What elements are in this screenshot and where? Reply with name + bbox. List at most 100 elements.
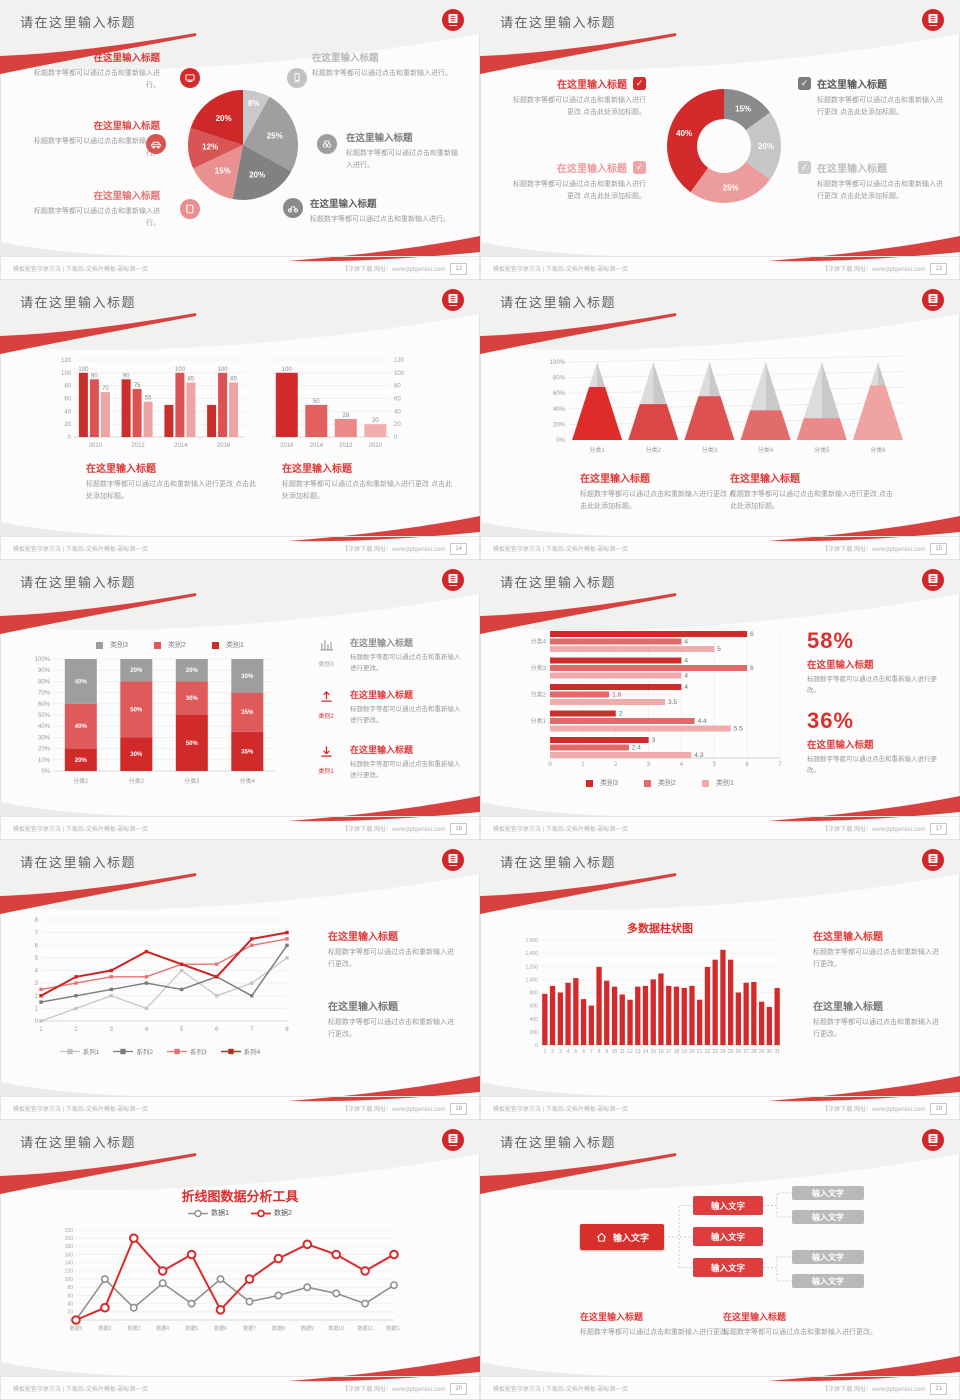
svg-text:14: 14 (643, 1049, 649, 1055)
slide-20-line-analysis-chart[interactable]: 请在这里输入标题 折线图数据分析工具 数据1 数据2 220 200 180 160 1… (0, 1120, 480, 1400)
svg-text:100: 100 (218, 367, 229, 373)
svg-text:4: 4 (684, 639, 688, 646)
svg-text:40: 40 (67, 1301, 73, 1307)
svg-text:25%: 25% (723, 183, 739, 192)
slide-17-horizontal-bar-chart[interactable]: 请在这里输入标题 0 1 2 3 4 5 6 7 分类4 6 4 5 分类3 4 6 4 分类2 4 1.8 3.5 分… (480, 560, 960, 840)
svg-text:2016: 2016 (217, 443, 231, 449)
footer-right-text: 【字体下载 网址：www.pptgenius.com (342, 1387, 446, 1393)
svg-text:0: 0 (394, 435, 398, 441)
text-block-2: 在这里输入标题 标题数字等都可以通过点击和重新输入进行更改。 (328, 998, 460, 1040)
svg-text:2010: 2010 (89, 443, 103, 449)
slide-12-pie-infographic[interactable]: 请在这里输入标题 在这里输入标题 标题数字等都可以通过点击和重新输入进行。 在这… (0, 0, 480, 280)
slide-footer: 模板配色字体方法 | 下载后-文档片模板-副标第一页 【字体下载 网址：www.… (0, 536, 480, 560)
legend-label: 系列1 (82, 1049, 100, 1056)
svg-text:13: 13 (635, 1049, 641, 1055)
book-icon (180, 199, 200, 219)
callout-body: 标题数字等都可以通过点击和重新输入进行。 (310, 216, 450, 223)
svg-text:0%: 0% (556, 438, 565, 444)
svg-text:20: 20 (67, 1310, 73, 1316)
svg-text:40%: 40% (75, 679, 88, 685)
block-body: 标题数字等都可以通过点击和重新输入进行更改。 (328, 1019, 454, 1038)
page-number: 16 (450, 822, 467, 835)
block-body: 标题数字等都可以通过点击和重新输入进行更改。 (723, 1329, 877, 1336)
svg-text:85: 85 (188, 377, 195, 383)
logo-icon (441, 848, 465, 872)
slide-16-stacked-bar-chart[interactable]: 请在这里输入标题 类别3 类别2 类别1 100% 90% 80% 70% 60% 50%… (0, 560, 480, 840)
svg-text:18: 18 (674, 1049, 680, 1055)
svg-text:数据3: 数据3 (127, 1325, 140, 1332)
svg-text:55: 55 (145, 396, 152, 402)
svg-text:15: 15 (651, 1049, 657, 1055)
item-title: 在这里输入标题 (350, 690, 414, 700)
svg-text:2.4: 2.4 (632, 745, 641, 752)
horizontal-bar-chart: 0 1 2 3 4 5 6 7 分类4 6 4 5 分类3 4 6 4 分类2 4 1.8 3.5 分类1 2 4.4 5.5… (531, 631, 782, 768)
logo-icon (921, 288, 945, 312)
slide-footer: 模板配色字体方法 | 下载后-文档片模板-副标第一页 【字体下载 网址：www.… (480, 256, 960, 280)
svg-text:27: 27 (743, 1049, 749, 1055)
text-block-1: 在这里输入标题 标题数字等都可以通过点击和重新输入进行更改。 (580, 1310, 740, 1339)
logo-icon (441, 1128, 465, 1152)
slide-title: 请在这里输入标题 (20, 1135, 137, 1150)
svg-text:20: 20 (64, 422, 71, 428)
home-icon (596, 1232, 607, 1242)
svg-text:7: 7 (250, 1027, 254, 1033)
slide-footer: 模板配色字体方法 | 下载后-文档片模板-副标第一页 【字体下载 网址：www.… (480, 536, 960, 560)
footer-left-text: 模板配色字体方法 | 下载后-文档片模板-副标第一页 (493, 1387, 628, 1393)
svg-text:数据7: 数据7 (243, 1325, 256, 1332)
chart-title: 折线图数据分析工具 (181, 1189, 299, 1204)
page-number: 13 (930, 262, 947, 275)
svg-text:1,200: 1,200 (525, 964, 538, 970)
slide-13-donut-infographic[interactable]: 请在这里输入标题 在这里输入标题 ✓ 标题数字等都可以通过点击和重新输入进行更改 … (480, 0, 960, 280)
slide-15-pyramid-chart[interactable]: 请在这里输入标题 100% 80% 60% 40% 20% 0% 分类1 分类2 分类3 分类4 分… (480, 280, 960, 560)
item-body: 标题数字等都可以通过点击和重新输入进行更改 点击此处添加标题。 (513, 97, 646, 116)
svg-text:2: 2 (35, 994, 39, 1000)
footer-right-text: 【字体下载 网址：www.pptgenius.com (342, 547, 446, 553)
callout-body: 标题数字等都可以通过点击和重新输入进行。 (312, 70, 452, 77)
svg-text:160: 160 (65, 1252, 74, 1258)
check-item-left-2: 在这里输入标题 ✓ 标题数字等都可以通过点击和重新输入进行更改 点击此处添加标题。 (508, 160, 646, 202)
svg-text:7: 7 (590, 1049, 593, 1055)
svg-text:28: 28 (342, 413, 349, 419)
svg-text:15%: 15% (735, 104, 751, 113)
svg-text:数据10: 数据10 (328, 1325, 344, 1332)
callout-title: 在这里输入标题 (346, 133, 413, 144)
stat-percent: 36% (807, 708, 855, 733)
svg-text:90: 90 (123, 373, 130, 379)
callout-title: 在这里输入标题 (93, 53, 160, 64)
svg-text:100: 100 (394, 371, 405, 377)
callout-left-2: 在这里输入标题 标题数字等都可以通过点击和重新输入进行。 (26, 118, 160, 159)
svg-text:分类1: 分类1 (73, 777, 89, 785)
item-title: 在这里输入标题 (557, 80, 627, 91)
svg-text:17: 17 (666, 1049, 672, 1055)
svg-text:5: 5 (717, 646, 721, 653)
slide-19-multi-data-bar-chart[interactable]: 请在这里输入标题 多数据柱状图 1,600 1,400 1,200 1,000 800 6… (480, 840, 960, 1120)
legend-label: 系列3 (190, 1049, 207, 1056)
svg-text:20%: 20% (130, 668, 143, 674)
svg-text:6: 6 (750, 665, 754, 672)
callout-body: 标题数字等都可以通过点击和重新输入进行。 (34, 70, 160, 89)
callout-left-1: 在这里输入标题 标题数字等都可以通过点击和重新输入进行。 (26, 50, 160, 91)
item-body: 标题数字等都可以通过点击和重新输入进行更改。 (350, 706, 461, 724)
callout-body: 标题数字等都可以通过点击和重新输入进行。 (34, 138, 160, 157)
svg-text:分类4: 分类4 (240, 777, 256, 785)
text-block-2: 在这里输入标题 标题数字等都可以通过点击和重新输入进行更改。 (723, 1310, 888, 1339)
block-body: 标题数字等都可以通过点击和重新输入进行更改 点击此处添加标题。 (86, 481, 256, 500)
svg-text:600: 600 (530, 1004, 539, 1010)
svg-text:40%: 40% (553, 407, 566, 413)
svg-text:200: 200 (530, 1030, 539, 1036)
svg-text:12: 12 (627, 1049, 633, 1055)
chart-legend: 系列1 系列2 系列3 系列4 (40, 1046, 280, 1056)
slide-14-bar-charts[interactable]: 请在这里输入标题 120 100 80 60 40 20 0 100 90 70 2010 90 75 5… (0, 280, 480, 560)
page-number: 17 (930, 822, 947, 835)
slide-21-hierarchy-diagram[interactable]: 请在这里输入标题 输入文字 输入文字 输入文字 输入文字 输入文字 输入文字 输… (480, 1120, 960, 1400)
list-item-3: 类别1 在这里输入标题 标题数字等都可以通过点击和重新输入进行更改。 (312, 743, 464, 781)
svg-text:30: 30 (767, 1049, 773, 1055)
callout-right-1: 在这里输入标题 标题数字等都可以通过点击和重新输入进行。 (312, 50, 454, 80)
svg-text:数据1: 数据1 (70, 1325, 83, 1332)
svg-text:20: 20 (372, 418, 379, 424)
svg-text:数据11: 数据11 (357, 1325, 372, 1332)
item-title: 在这里输入标题 (350, 745, 414, 755)
legend-swatch (211, 641, 219, 649)
svg-text:20%: 20% (75, 758, 88, 764)
